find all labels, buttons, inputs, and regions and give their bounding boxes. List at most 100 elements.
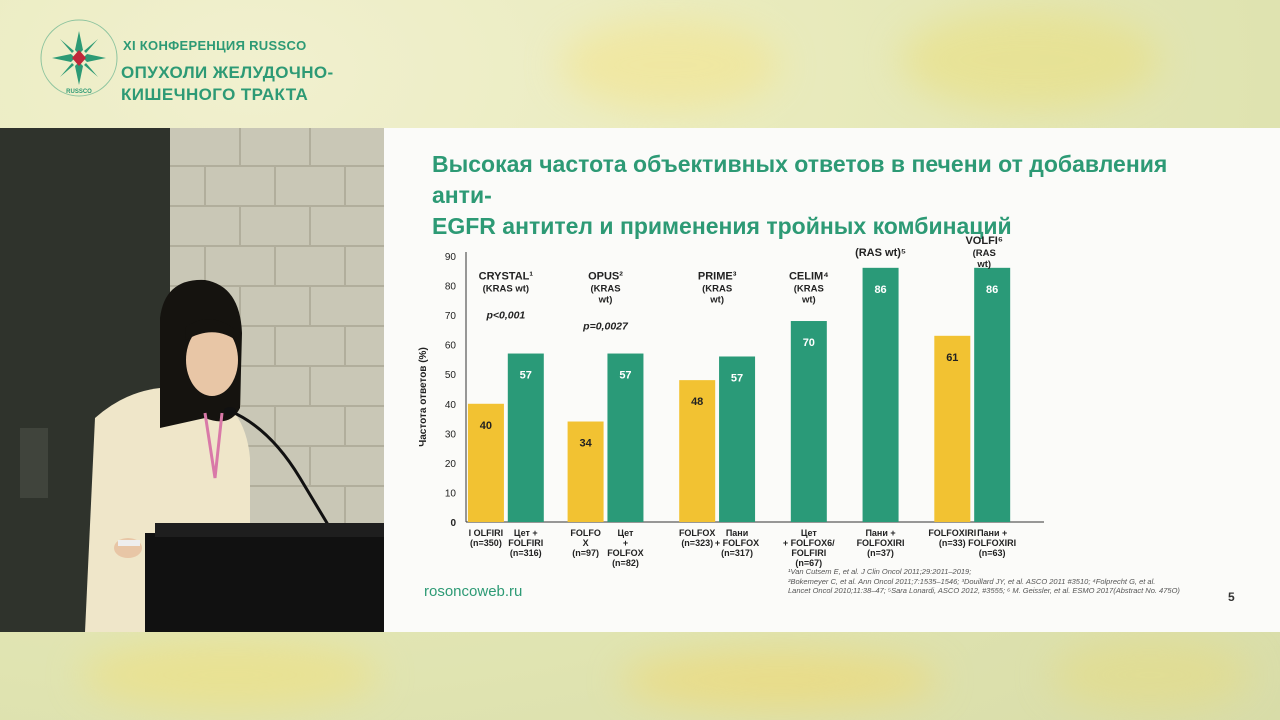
bar-value-label: 61 [946,352,958,364]
background-blob [560,20,780,110]
y-tick-label: 0 [450,518,456,529]
study-name-label: VOLFI⁶ [965,235,1002,247]
x-tick-label: FOLFOXIRI [857,538,905,548]
bar-value-label: 57 [520,370,532,382]
study-population-label: wt) [598,295,613,306]
bar-value-label: 86 [874,284,886,296]
x-tick-label: Пани + [977,528,1007,538]
p-value-label: p<0,001 [485,310,525,322]
conference-name-line2: КИШЕЧНОГО ТРАКТА [121,85,309,104]
x-tick-label: FOLFOXIRI [928,528,976,538]
background-blob [620,650,940,710]
conference-name-line1: ОПУХОЛИ ЖЕЛУДОЧНО- [121,63,334,82]
x-tick-label: FOLFOXIRI [968,538,1016,548]
y-tick-label: 20 [445,459,457,470]
y-tick-label: 40 [445,400,457,411]
study-population-label: (KRAS [702,284,732,295]
study-population-label: wt) [709,295,724,306]
conference-header: RUSSCO XI КОНФЕРЕНЦИЯ RUSSCO ОПУХОЛИ ЖЕЛ… [0,0,1280,128]
bar [567,421,604,522]
bar-value-label: 34 [579,438,592,450]
y-tick-label: 10 [445,488,457,499]
x-tick-label: l OLFIRI [469,528,504,538]
p-value-label: p=0,0027 [582,321,629,333]
bar [974,267,1011,522]
conference-name: ОПУХОЛИ ЖЕЛУДОЧНО- КИШЕЧНОГО ТРАКТА [121,62,334,106]
reference-line: ¹Van Cutsem E, et al. J Clin Oncol 2011;… [788,567,972,576]
x-tick-label: (n=350) [470,538,502,548]
speaker-video [0,128,384,632]
bar [467,403,504,522]
bar [719,356,756,522]
x-tick-label: Цет [617,528,634,538]
x-tick-label: FOLFOX [607,548,644,558]
bar-value-label: 86 [986,284,998,296]
x-tick-label: FOLFIRI [508,538,543,548]
x-tick-label: (n=37) [867,548,894,558]
bar-value-label: 57 [619,370,631,382]
study-population-label: wt) [976,259,991,270]
x-tick-label: Пани + [865,528,895,538]
x-tick-label: (n=33) [939,538,966,548]
background-blob [900,10,1160,110]
bar [679,380,716,522]
x-tick-label: Цет [801,528,818,538]
references: ¹Van Cutsem E, et al. J Clin Oncol 2011;… [788,567,1228,596]
y-tick-label: 70 [445,311,457,322]
bar-value-label: 48 [691,396,703,408]
study-population-label: (KRAS [590,284,620,295]
reference-line: ²Bokemeyer C, et al. Ann Oncol 2011;7:15… [788,576,1156,586]
x-tick-label: (n=63) [979,548,1006,558]
study-name-label: OPUS² [588,271,623,283]
x-tick-label: (n=97) [572,548,599,558]
slide-title-line2: EGFR антител и применения тройных комбин… [432,213,1012,239]
study-population-label: (KRAS wt) [483,284,529,295]
bar-value-label: 70 [803,337,815,349]
study-name-label: PRIME³ [698,271,737,283]
x-tick-label: (n=316) [510,548,542,558]
logo-text: RUSSCO [66,89,92,95]
background-blob [80,640,380,710]
study-population-label: (RAS [973,248,996,259]
x-tick-label: (n=317) [721,548,753,558]
x-tick-label: X [583,538,589,548]
bar-value-label: 57 [731,372,743,384]
x-tick-label: + [623,538,628,548]
y-tick-label: 80 [445,282,457,293]
y-tick-label: 60 [445,341,457,352]
bar [934,335,971,522]
presentation-slide: Высокая частота объективных ответов в пе… [384,128,1280,632]
page-number: 5 [1228,590,1235,604]
speaker-scene [0,128,384,632]
y-tick-label: 90 [445,252,457,263]
x-tick-label: Цет + [514,528,538,538]
study-name-label: CRYSTAL¹ [479,271,534,283]
study-name-label: (RAS wt)⁵ [855,247,906,259]
y-tick-label: 50 [445,370,457,381]
x-tick-label: (n=323) [681,538,713,548]
y-axis-label: Частота ответов (%) [418,347,429,447]
study-population-label: (KRAS [794,284,824,295]
y-tick-label: 30 [445,429,457,440]
reference-line: Lancet Oncol 2010;11:38–47; ⁵Sara Lonard… [788,586,1180,595]
bar-value-label: 40 [480,420,492,432]
bar [790,321,827,522]
bar [862,267,899,522]
conference-edition: XI КОНФЕРЕНЦИЯ RUSSCO [123,38,307,53]
x-tick-label: + FOLFOX6/ [783,538,835,548]
x-tick-label: (n=82) [612,558,639,568]
x-tick-label: (n=67) [795,558,822,568]
slide-title-line1: Высокая частота объективных ответов в пе… [432,151,1168,208]
study-population-label: wt) [801,295,816,306]
bar [507,353,544,522]
bar [607,353,644,522]
study-name-label: CELIM⁴ [789,271,829,283]
response-rate-chart: 0 10 20 30 40 50 60 70 80 90 Частота ответов (%) 40… [418,235,1044,568]
background-blob [1050,640,1250,710]
x-tick-label: Пани [726,528,748,538]
website-link[interactable]: rosoncoweb.ru [424,583,523,600]
x-tick-label: + FOLFOX [715,538,759,548]
x-tick-label: FOLFO [570,528,601,538]
x-tick-label: FOLFIRI [791,548,826,558]
x-tick-label: FOLFOX [679,528,716,538]
